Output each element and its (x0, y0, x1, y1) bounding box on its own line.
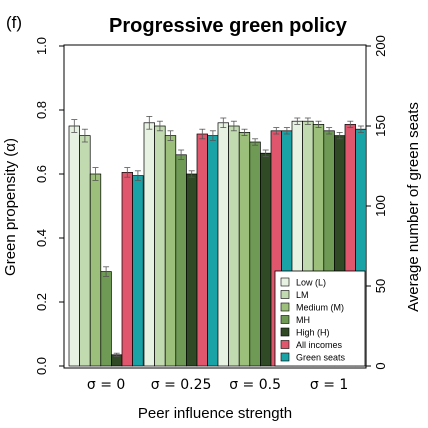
y-tick-label: 0.6 (34, 165, 49, 183)
bar (154, 125, 166, 367)
bar (132, 175, 144, 367)
bar (217, 122, 229, 367)
bar (164, 135, 177, 367)
right-y-axis: 0 50 100 150 200 (366, 35, 388, 370)
legend-label: Medium (M) (296, 303, 344, 313)
legend-label: Low (L) (296, 278, 326, 288)
bars-layer (68, 116, 367, 367)
y-axis-label-right: Average number of green seats (405, 102, 422, 312)
y-tick-label: 0.8 (34, 101, 49, 119)
y-tick-label: 0.4 (34, 229, 49, 247)
y-right-tick-label: 50 (373, 279, 388, 293)
x-axis: σ = 0 σ = 0.25 σ = 0.5 σ = 1 (87, 377, 348, 393)
legend-label: Green seats (296, 353, 346, 363)
y-axis-label-left: Green propensity (α) (2, 138, 19, 276)
legend-swatch (280, 315, 290, 324)
bar (196, 133, 208, 367)
legend-label: LM (296, 290, 309, 300)
x-tick-label: σ = 0 (87, 377, 125, 393)
bar (79, 135, 91, 367)
bar (143, 122, 155, 367)
bar (68, 125, 80, 367)
legend-label: MH (296, 315, 310, 325)
y-right-tick-label: 100 (373, 195, 388, 217)
legend-swatch (280, 302, 290, 312)
chart-title: Progressive green policy (109, 15, 348, 37)
bar (207, 135, 219, 367)
y-tick-label: 1.0 (34, 37, 49, 55)
x-tick-label: σ = 1 (310, 377, 348, 393)
bar (249, 141, 261, 367)
legend-box (274, 270, 366, 367)
bar (228, 125, 240, 367)
legend-swatch (280, 327, 290, 337)
bar (175, 154, 187, 367)
x-tick-label: σ = 0.25 (151, 377, 212, 393)
x-tick-label: σ = 0.5 (229, 377, 281, 393)
legend: Low (L) LM Medium (M) MH High (H) All incomes… (274, 270, 366, 367)
y-right-tick-label: 200 (373, 35, 388, 57)
y-right-tick-label: 150 (373, 115, 388, 137)
x-axis-label: Peer influence strength (138, 405, 292, 422)
y-tick-label: 0.0 (34, 357, 49, 375)
bar (260, 152, 272, 367)
bar (100, 271, 112, 367)
legend-swatch (280, 290, 290, 299)
legend-label: High (H) (296, 328, 330, 338)
bar (121, 172, 133, 367)
left-y-axis: 0.0 0.2 0.4 0.6 0.8 1.0 (34, 37, 64, 375)
y-tick-label: 0.2 (34, 293, 49, 311)
legend-swatch (280, 277, 290, 287)
bar (89, 173, 102, 367)
panel-label: (f) (6, 13, 22, 32)
bar (238, 132, 251, 367)
legend-label: All incomes (296, 340, 343, 350)
bar (186, 173, 198, 367)
legend-swatch (280, 340, 290, 349)
y-right-tick-label: 0 (373, 362, 388, 369)
legend-swatch (280, 352, 290, 362)
